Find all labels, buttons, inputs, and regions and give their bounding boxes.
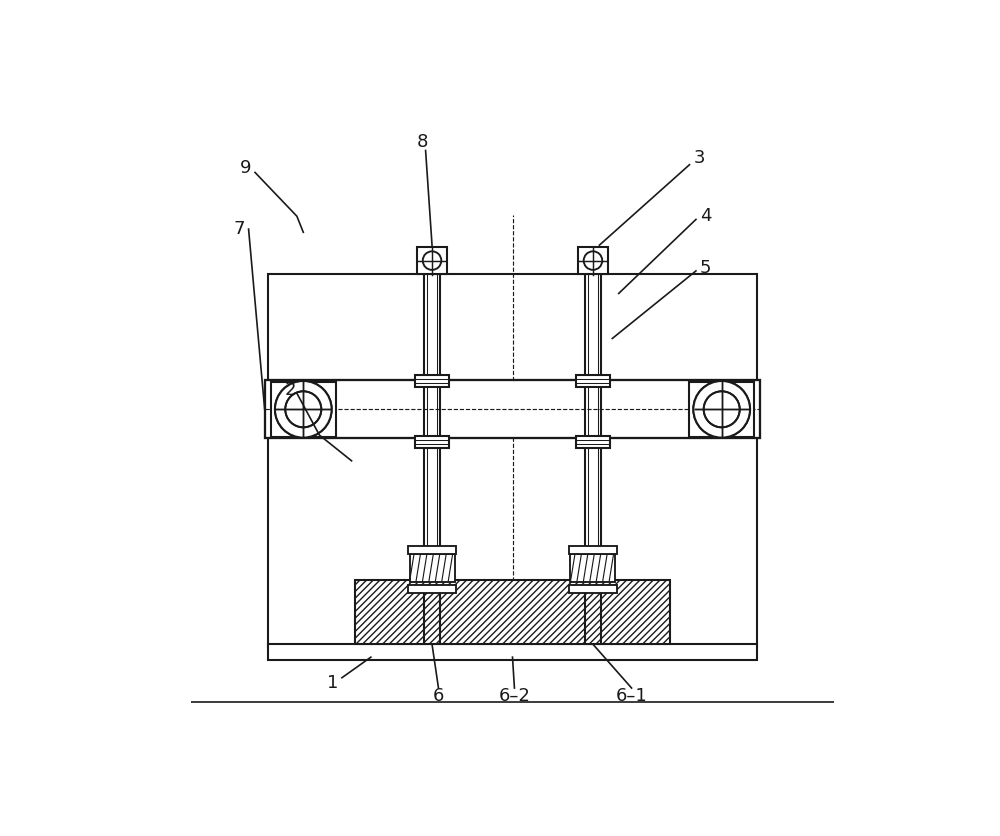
Text: 8: 8 bbox=[417, 133, 428, 151]
Bar bbox=[576, 436, 610, 448]
Text: 7: 7 bbox=[233, 220, 245, 238]
Bar bbox=[576, 375, 610, 387]
Bar bbox=[408, 585, 456, 593]
Circle shape bbox=[275, 381, 332, 437]
Text: 2: 2 bbox=[285, 381, 296, 399]
Bar bbox=[570, 554, 615, 582]
Bar bbox=[265, 380, 760, 438]
Bar bbox=[578, 247, 608, 274]
Bar bbox=[410, 554, 455, 582]
Text: 4: 4 bbox=[700, 207, 711, 225]
Bar bbox=[415, 375, 449, 387]
Circle shape bbox=[693, 381, 750, 437]
Bar bbox=[689, 382, 754, 437]
Bar bbox=[271, 382, 336, 437]
Text: 1: 1 bbox=[327, 674, 338, 692]
Bar bbox=[268, 274, 757, 648]
Text: 9: 9 bbox=[240, 159, 251, 177]
Text: 6–1: 6–1 bbox=[616, 686, 647, 705]
Text: 6: 6 bbox=[433, 686, 444, 705]
Bar bbox=[268, 645, 757, 660]
Circle shape bbox=[275, 381, 332, 437]
Bar bbox=[569, 585, 617, 593]
Text: 6–2: 6–2 bbox=[498, 686, 530, 705]
Circle shape bbox=[693, 381, 750, 437]
Bar bbox=[415, 436, 449, 448]
Bar bbox=[355, 580, 670, 645]
Text: 3: 3 bbox=[693, 150, 705, 167]
Text: 5: 5 bbox=[700, 258, 711, 277]
Bar bbox=[417, 247, 447, 274]
Bar bbox=[569, 546, 617, 554]
Bar bbox=[408, 546, 456, 554]
